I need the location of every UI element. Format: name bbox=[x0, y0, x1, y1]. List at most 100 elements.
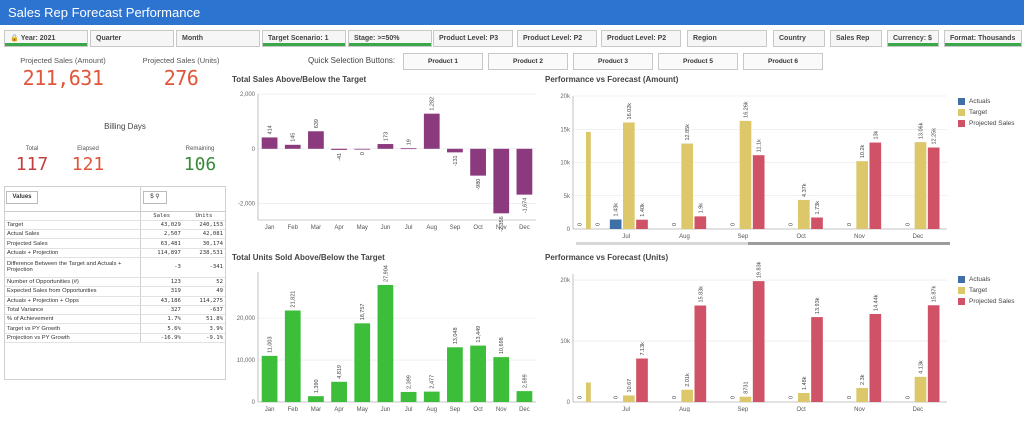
bar[interactable] bbox=[811, 317, 823, 402]
bar[interactable] bbox=[516, 148, 533, 195]
bar[interactable] bbox=[623, 122, 635, 229]
bar[interactable] bbox=[354, 148, 371, 150]
bar[interactable] bbox=[331, 148, 347, 150]
bar[interactable] bbox=[856, 161, 868, 229]
bar[interactable] bbox=[423, 113, 440, 149]
legend-item[interactable]: Projected Sales bbox=[958, 118, 1015, 129]
row-units: -341 bbox=[182, 257, 225, 278]
bar[interactable] bbox=[856, 387, 868, 402]
sales-diff-chart[interactable]: 2,000 0 -2,000 414 Jan 145 Feb 639 Mar -41 Apr 0 May… bbox=[232, 84, 538, 236]
bar[interactable] bbox=[752, 281, 765, 402]
bar[interactable] bbox=[331, 381, 347, 402]
bar[interactable] bbox=[377, 284, 394, 402]
bar[interactable] bbox=[914, 376, 927, 402]
filter-2[interactable]: Month bbox=[176, 30, 260, 47]
legend-item[interactable]: Actuals bbox=[958, 96, 1015, 107]
bar[interactable] bbox=[739, 396, 752, 402]
filter-9[interactable]: Country bbox=[773, 30, 825, 47]
bar[interactable] bbox=[798, 392, 810, 402]
currency-search-button[interactable]: $ ⚲ bbox=[143, 191, 167, 204]
bar[interactable] bbox=[470, 345, 486, 402]
legend-item[interactable]: Target bbox=[958, 285, 1015, 296]
filter-8[interactable]: Region bbox=[687, 30, 767, 47]
filter-3[interactable]: Target Scenario: 1 bbox=[262, 30, 346, 47]
filter-4[interactable]: Stage: >=50% bbox=[348, 30, 432, 47]
perf-amount-legend: Actuals Target Projected Sales bbox=[958, 96, 1015, 129]
filter-6[interactable]: Product Level: P2 bbox=[517, 30, 597, 47]
bar[interactable] bbox=[284, 144, 301, 149]
bar[interactable] bbox=[694, 305, 707, 402]
bar[interactable] bbox=[493, 148, 510, 214]
bar[interactable] bbox=[423, 391, 440, 402]
bar[interactable] bbox=[681, 143, 693, 229]
bar[interactable] bbox=[609, 219, 622, 229]
row-label: % of Achievement bbox=[5, 314, 141, 325]
filter-label: Year: 2021 bbox=[20, 35, 56, 42]
perf-amount-chart[interactable]: 0 5k 10k 15k 20k 0 0 1.43k 16.02k 1.40k Jul 0 12.85k… bbox=[545, 84, 950, 244]
bar[interactable] bbox=[914, 142, 927, 229]
perf-amount-scroll-thumb[interactable] bbox=[748, 242, 950, 245]
lock-icon: 🔒 bbox=[10, 35, 19, 42]
quick-button-4[interactable]: Product 6 bbox=[743, 53, 823, 70]
bar[interactable] bbox=[400, 391, 417, 402]
perf-units-chart[interactable]: 0 10k 20k 0 0 10.67 7.13k Jul 0 2.01k 15.83k Aug 0 87… bbox=[545, 262, 950, 412]
bar[interactable] bbox=[869, 313, 882, 402]
bar[interactable] bbox=[636, 358, 648, 402]
bar[interactable] bbox=[447, 148, 463, 153]
row-sales: 327 bbox=[140, 305, 183, 316]
x-tick-label: Oct bbox=[473, 225, 483, 231]
bar[interactable] bbox=[811, 217, 823, 229]
bar[interactable] bbox=[516, 391, 533, 402]
filter-5[interactable]: Product Level: P3 bbox=[433, 30, 513, 47]
bar[interactable] bbox=[694, 216, 707, 229]
bar[interactable] bbox=[636, 219, 648, 229]
data-label: 1.73k bbox=[815, 201, 821, 215]
filter-0[interactable]: 🔒 Year: 2021 bbox=[4, 30, 88, 47]
filter-1[interactable]: Quarter bbox=[90, 30, 174, 47]
table-row: Actuals + Projection 114,897 238,531 bbox=[5, 248, 225, 259]
bar[interactable] bbox=[681, 389, 693, 402]
units-diff-chart[interactable]: 0 10,000 20,000 11,003 Jan 21,821 Feb 1,390 Mar 4… bbox=[232, 262, 538, 414]
bar[interactable] bbox=[927, 147, 940, 229]
bar[interactable] bbox=[261, 137, 278, 149]
bar[interactable] bbox=[308, 396, 324, 402]
legend-item[interactable]: Projected Sales bbox=[958, 296, 1015, 307]
bar[interactable] bbox=[586, 382, 591, 402]
bar[interactable] bbox=[927, 305, 940, 402]
quick-button-1[interactable]: Product 2 bbox=[488, 53, 568, 70]
bar[interactable] bbox=[586, 131, 591, 229]
bar[interactable] bbox=[739, 120, 752, 229]
quick-button-3[interactable]: Product 5 bbox=[658, 53, 738, 70]
filter-11[interactable]: Currency: $ bbox=[887, 30, 939, 47]
filter-7[interactable]: Product Level: P2 bbox=[601, 30, 681, 47]
bar[interactable] bbox=[261, 355, 278, 402]
row-label: Target vs PY Growth bbox=[5, 323, 141, 334]
bar[interactable] bbox=[400, 148, 417, 150]
bar[interactable] bbox=[869, 142, 882, 229]
bar[interactable] bbox=[308, 131, 324, 149]
x-tick-label: Jul bbox=[405, 225, 413, 231]
bar[interactable] bbox=[470, 148, 486, 176]
bar[interactable] bbox=[354, 323, 371, 402]
legend-item[interactable]: Target bbox=[958, 107, 1015, 118]
bar[interactable] bbox=[798, 199, 810, 229]
perf-units-chart-title: Performance vs Forecast (Units) bbox=[545, 253, 669, 262]
legend-item[interactable]: Actuals bbox=[958, 274, 1015, 285]
x-tick-label: May bbox=[357, 407, 368, 413]
filter-10[interactable]: Sales Rep bbox=[830, 30, 882, 47]
quick-button-2[interactable]: Product 3 bbox=[573, 53, 653, 70]
bar[interactable] bbox=[623, 395, 635, 402]
quick-button-0[interactable]: Product 1 bbox=[403, 53, 483, 70]
bar[interactable] bbox=[752, 155, 765, 229]
filter-12[interactable]: Format: Thousands bbox=[944, 30, 1022, 47]
legend-label: Projected Sales bbox=[969, 298, 1015, 305]
units-diff-chart-title: Total Units Sold Above/Below the Target bbox=[232, 253, 385, 262]
bar[interactable] bbox=[284, 310, 301, 402]
row-units: -637 bbox=[182, 305, 225, 316]
values-button[interactable]: Values bbox=[6, 191, 38, 204]
app-title: Sales Rep Forecast Performance bbox=[0, 0, 1024, 25]
bar[interactable] bbox=[447, 347, 463, 402]
bar[interactable] bbox=[493, 357, 510, 402]
currency-symbol: $ bbox=[150, 194, 154, 200]
bar[interactable] bbox=[377, 144, 394, 149]
